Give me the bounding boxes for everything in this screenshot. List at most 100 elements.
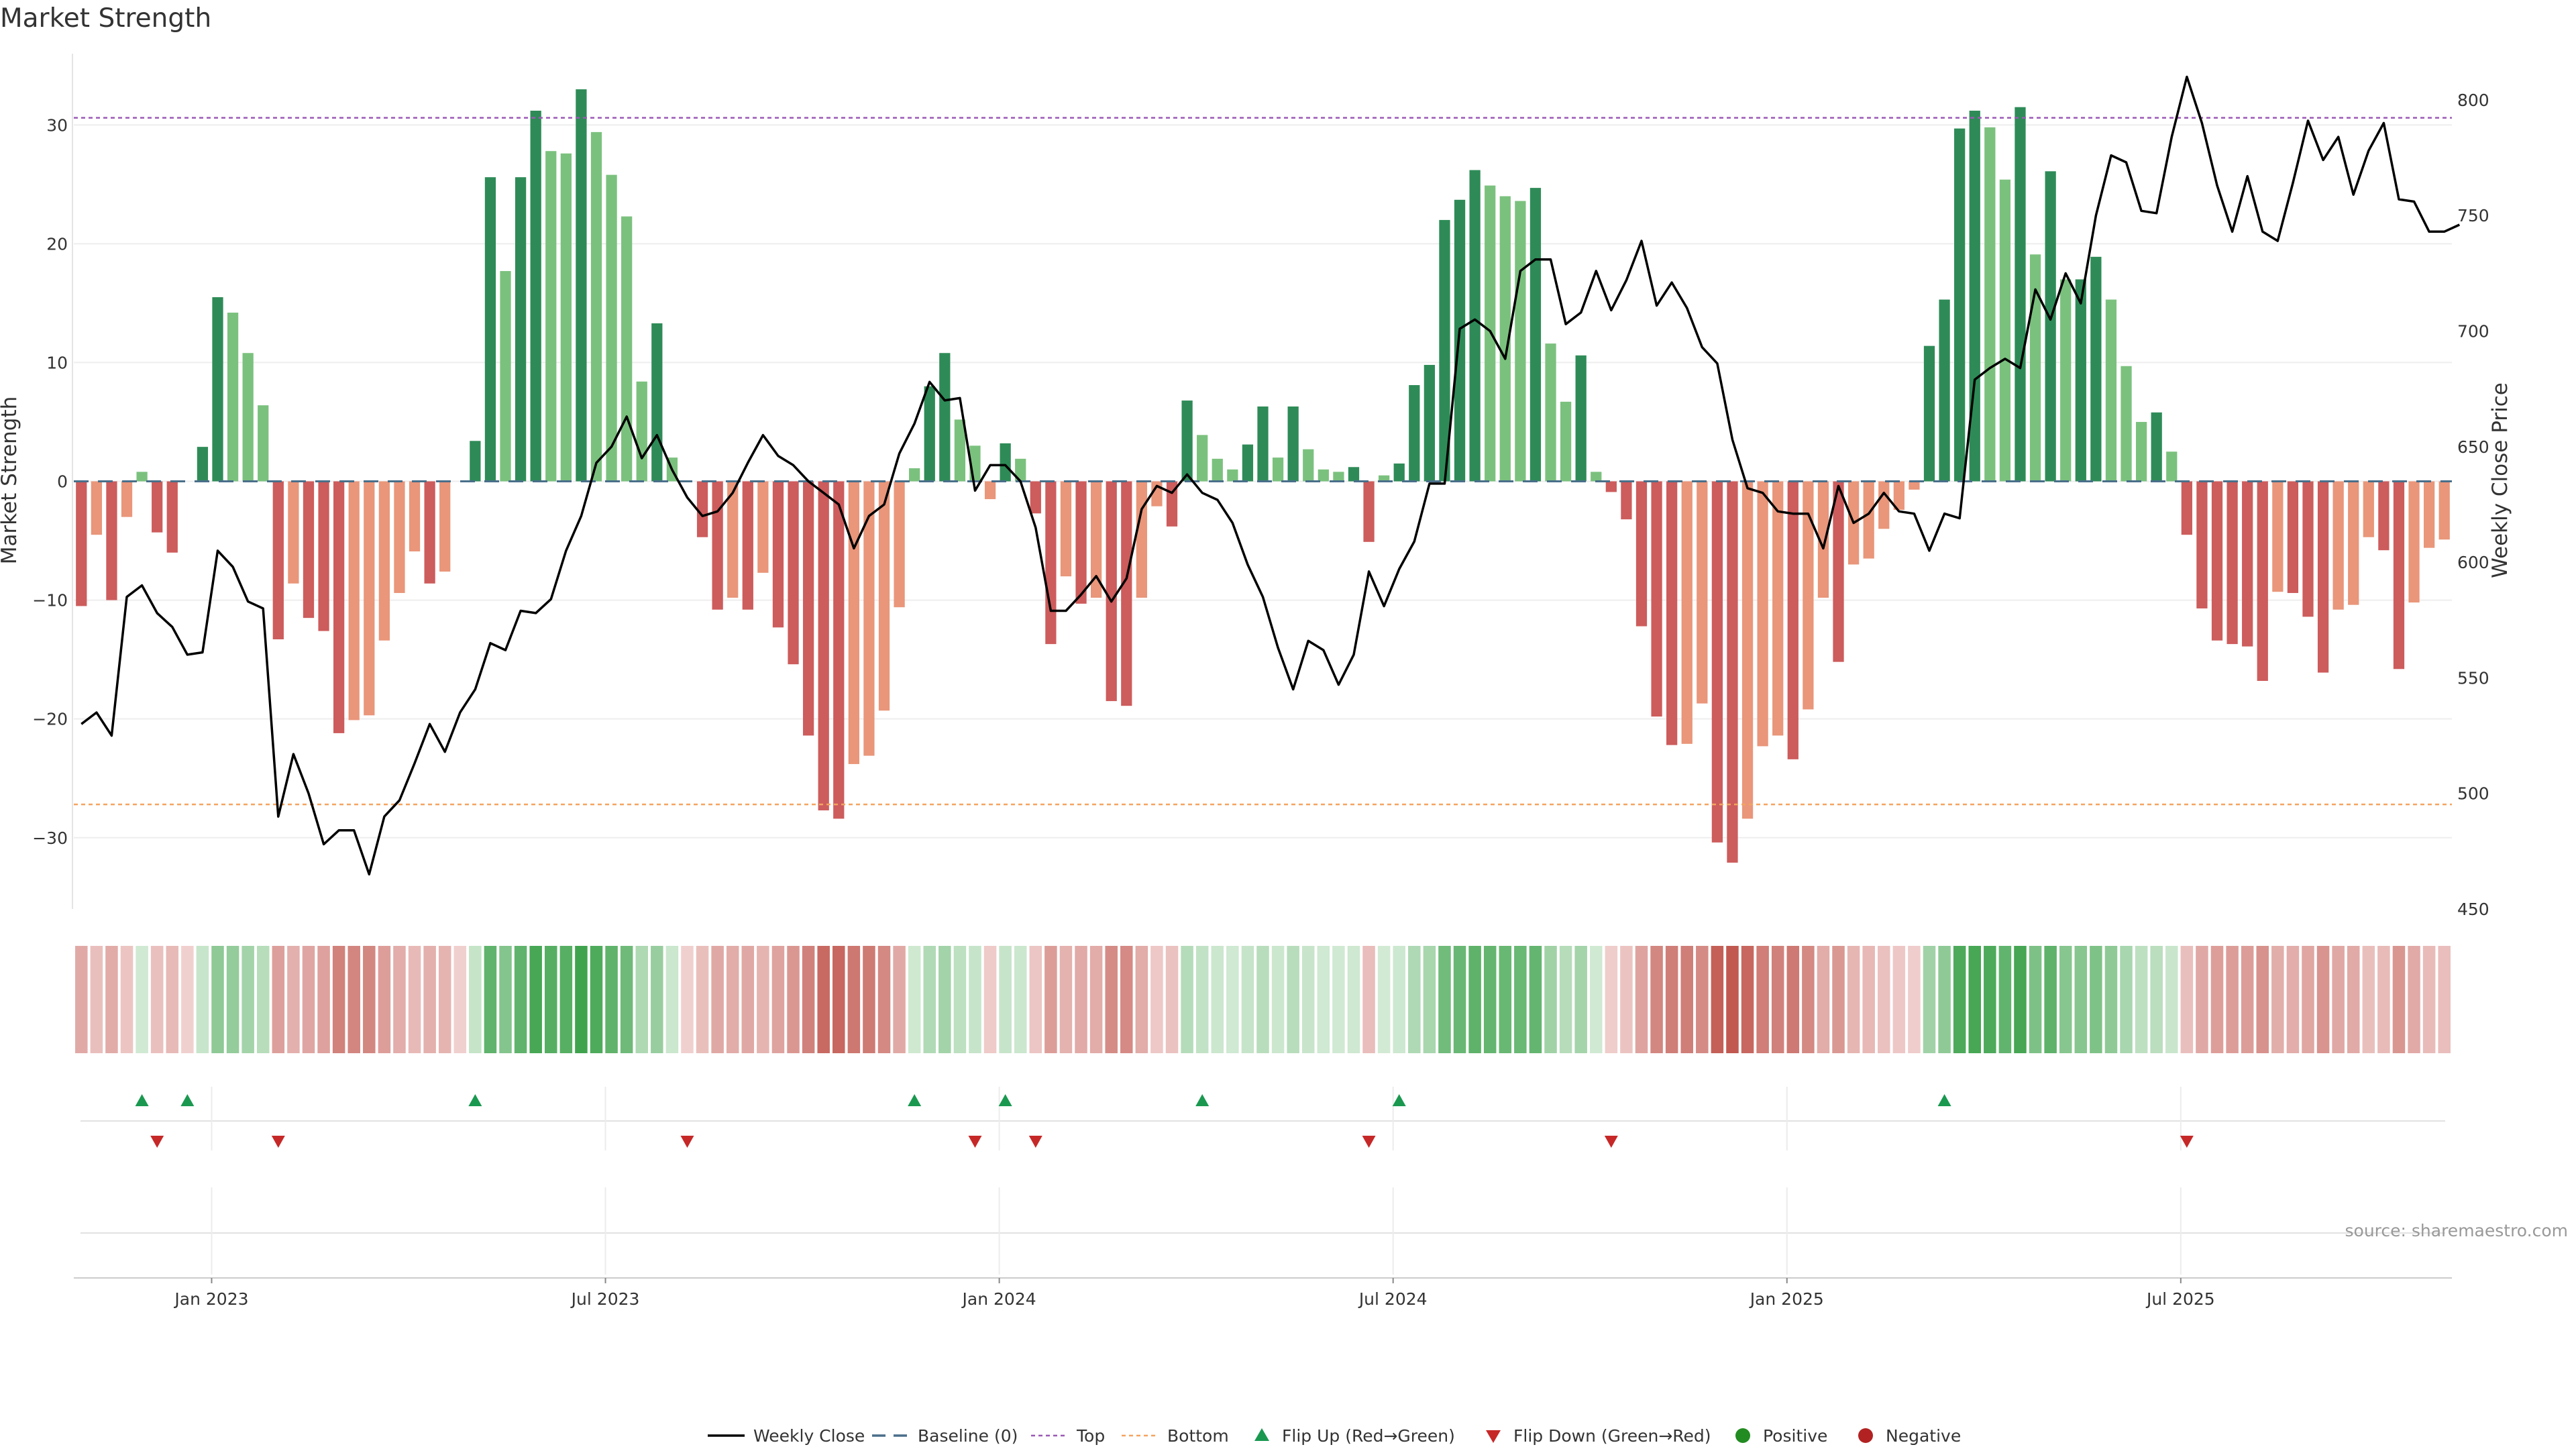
strength-bar: [212, 297, 223, 482]
strength-bar: [2438, 481, 2450, 540]
strength-bar: [1863, 481, 1874, 559]
heat-cell: [1892, 946, 1906, 1053]
strength-bar: [227, 313, 239, 482]
strength-bar: [772, 481, 784, 628]
strength-bar: [1287, 406, 1299, 482]
legend-bottom: Bottom: [1122, 1426, 1229, 1446]
x-tick-label: Jan 2025: [1749, 1289, 1824, 1309]
strength-bar: [333, 481, 345, 733]
strength-bar: [106, 481, 117, 600]
heat-cell: [453, 946, 467, 1053]
strength-bar: [2257, 481, 2268, 681]
strength-bar: [1515, 201, 1526, 482]
strength-bar: [2408, 481, 2420, 603]
strength-bar: [1833, 481, 1844, 662]
heat-cell: [2120, 946, 2133, 1053]
axes: 30 20 10 0 −10 −20 −30 800 750 700 650 600 550 500 450: [32, 54, 2489, 919]
y-tick-left: 30: [46, 115, 68, 135]
heat-cell: [1120, 946, 1133, 1053]
strength-bar: [1575, 355, 1587, 482]
heat-cell: [150, 946, 164, 1053]
heat-cell: [256, 946, 270, 1053]
reference-lines: [74, 117, 2452, 806]
strength-bar: [2378, 481, 2390, 551]
heat-cell: [1317, 946, 1330, 1053]
flip-up-marker: [1392, 1094, 1406, 1106]
heat-cell: [499, 946, 512, 1053]
strength-bar: [939, 353, 951, 482]
heat-cell: [1605, 946, 1618, 1053]
strength-bar: [1711, 481, 1723, 843]
flip-up-marker: [135, 1094, 149, 1106]
strength-bar: [1379, 475, 1390, 482]
weekly-close-line: [80, 75, 2461, 876]
strength-bar: [1605, 481, 1617, 492]
heat-cell: [726, 946, 739, 1053]
strength-bar: [288, 481, 299, 584]
heat-cell: [1029, 946, 1042, 1053]
legend-flip-down: Flip Down (Green→Red): [1486, 1426, 1711, 1446]
strength-bar: [1651, 481, 1662, 717]
strength-bar: [1257, 406, 1269, 482]
heat-cell: [696, 946, 709, 1053]
strength-bar: [409, 481, 421, 551]
y-axis-label-right: Weekly Close Price: [2488, 382, 2512, 578]
heat-cell: [1680, 946, 1693, 1053]
strength-bar: [1757, 481, 1768, 747]
strength-bar: [606, 174, 617, 482]
strength-bar: [1212, 458, 1223, 482]
strength-bar: [2332, 481, 2344, 610]
heat-cell: [1711, 946, 1724, 1053]
heat-cell: [1014, 946, 1027, 1053]
heat-cell: [1075, 946, 1087, 1053]
heat-cell: [1499, 946, 1512, 1053]
flip-down-marker: [968, 1136, 982, 1148]
strength-bar: [1439, 219, 1450, 482]
strength-bar: [1803, 481, 1814, 710]
heat-cell: [2074, 946, 2088, 1053]
heat-cell: [1620, 946, 1633, 1053]
strength-bar: [1318, 469, 1329, 482]
strength-bar: [121, 481, 133, 517]
heat-cell: [2044, 946, 2057, 1053]
strength-bar: [909, 468, 920, 482]
strength-bar: [2242, 481, 2253, 647]
y-tick-right: 750: [2457, 206, 2489, 225]
legend-label: Flip Down (Green→Red): [1513, 1426, 1711, 1446]
strength-bar: [984, 481, 996, 500]
flip-down-marker: [1028, 1136, 1042, 1148]
heat-cell: [559, 946, 573, 1053]
heat-cell: [2316, 946, 2330, 1053]
heat-cell: [332, 946, 345, 1053]
strength-bar: [636, 381, 647, 482]
y-tick-left: 0: [57, 472, 68, 492]
heat-cell: [1878, 946, 1890, 1053]
heat-cell: [1847, 946, 1860, 1053]
flip-up-marker: [468, 1094, 482, 1106]
heat-cell: [741, 946, 755, 1053]
y-tick-left: 20: [46, 234, 68, 254]
strength-bar: [1727, 481, 1738, 863]
heat-cell: [1393, 946, 1405, 1053]
strength-bar: [1697, 481, 1708, 704]
strength-bar: [1272, 458, 1284, 482]
strength-bar: [378, 481, 390, 641]
heat-cell: [272, 946, 285, 1053]
heat-cell: [1408, 946, 1421, 1053]
heat-cell: [2226, 946, 2239, 1053]
heat-cell: [105, 946, 118, 1053]
y-tick-right: 650: [2457, 437, 2489, 457]
strength-bar: [1681, 481, 1693, 744]
heat-cell: [1726, 946, 1739, 1053]
heat-cell: [2271, 946, 2284, 1053]
strength-bar: [1121, 481, 1132, 706]
strength-bar: [1984, 127, 1996, 482]
strength-bar: [545, 151, 557, 482]
heat-cell: [408, 946, 421, 1053]
heat-cell: [2362, 946, 2375, 1053]
heat-cell: [181, 946, 194, 1053]
strength-bar: [166, 481, 178, 553]
x-tick-label: Jul 2023: [570, 1289, 640, 1309]
legend-swatch: [1254, 1428, 1269, 1441]
strength-bar: [272, 481, 284, 640]
